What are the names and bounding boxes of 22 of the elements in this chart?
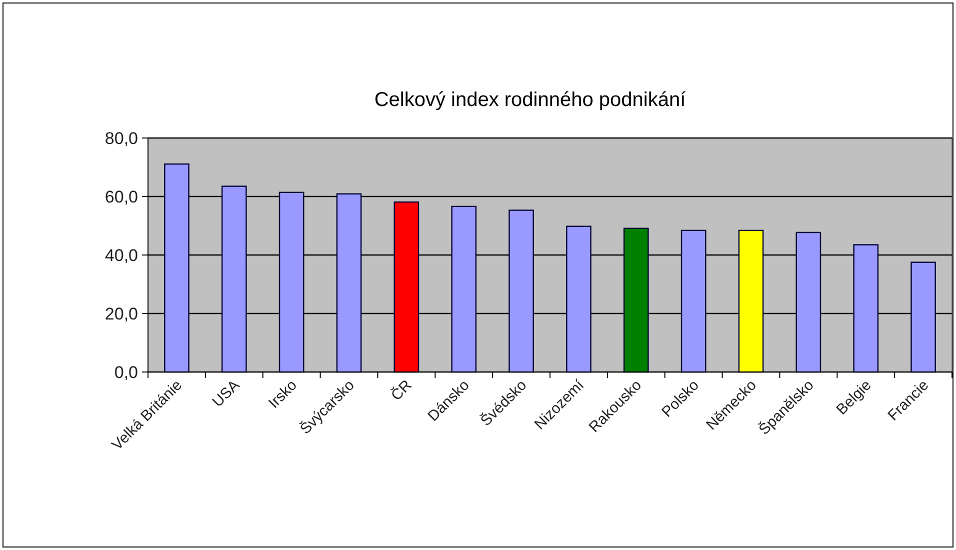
- bar: [910, 262, 936, 373]
- bar: [394, 201, 420, 373]
- y-tick-label: 60,0: [104, 187, 138, 206]
- bar: [164, 163, 190, 373]
- bar: [623, 228, 649, 373]
- y-tick-label: 20,0: [104, 304, 138, 324]
- bar: [221, 186, 247, 373]
- bar: [278, 192, 304, 373]
- bar: [680, 230, 706, 373]
- bar: [508, 210, 534, 373]
- y-tick-label: 40,0: [104, 246, 138, 265]
- y-tick-label: 80,0: [104, 128, 138, 148]
- x-tick-label: USA: [209, 376, 243, 411]
- y-tick-label: 0,0: [114, 362, 138, 382]
- bar: [336, 193, 362, 373]
- bar: [796, 232, 822, 373]
- chart-title: Celkový index rodinného podnikání: [374, 89, 686, 111]
- x-tick-label: ČR: [387, 376, 416, 404]
- bar: [566, 226, 592, 373]
- bar: [451, 206, 477, 373]
- bar: [738, 230, 764, 373]
- bar: [853, 244, 879, 373]
